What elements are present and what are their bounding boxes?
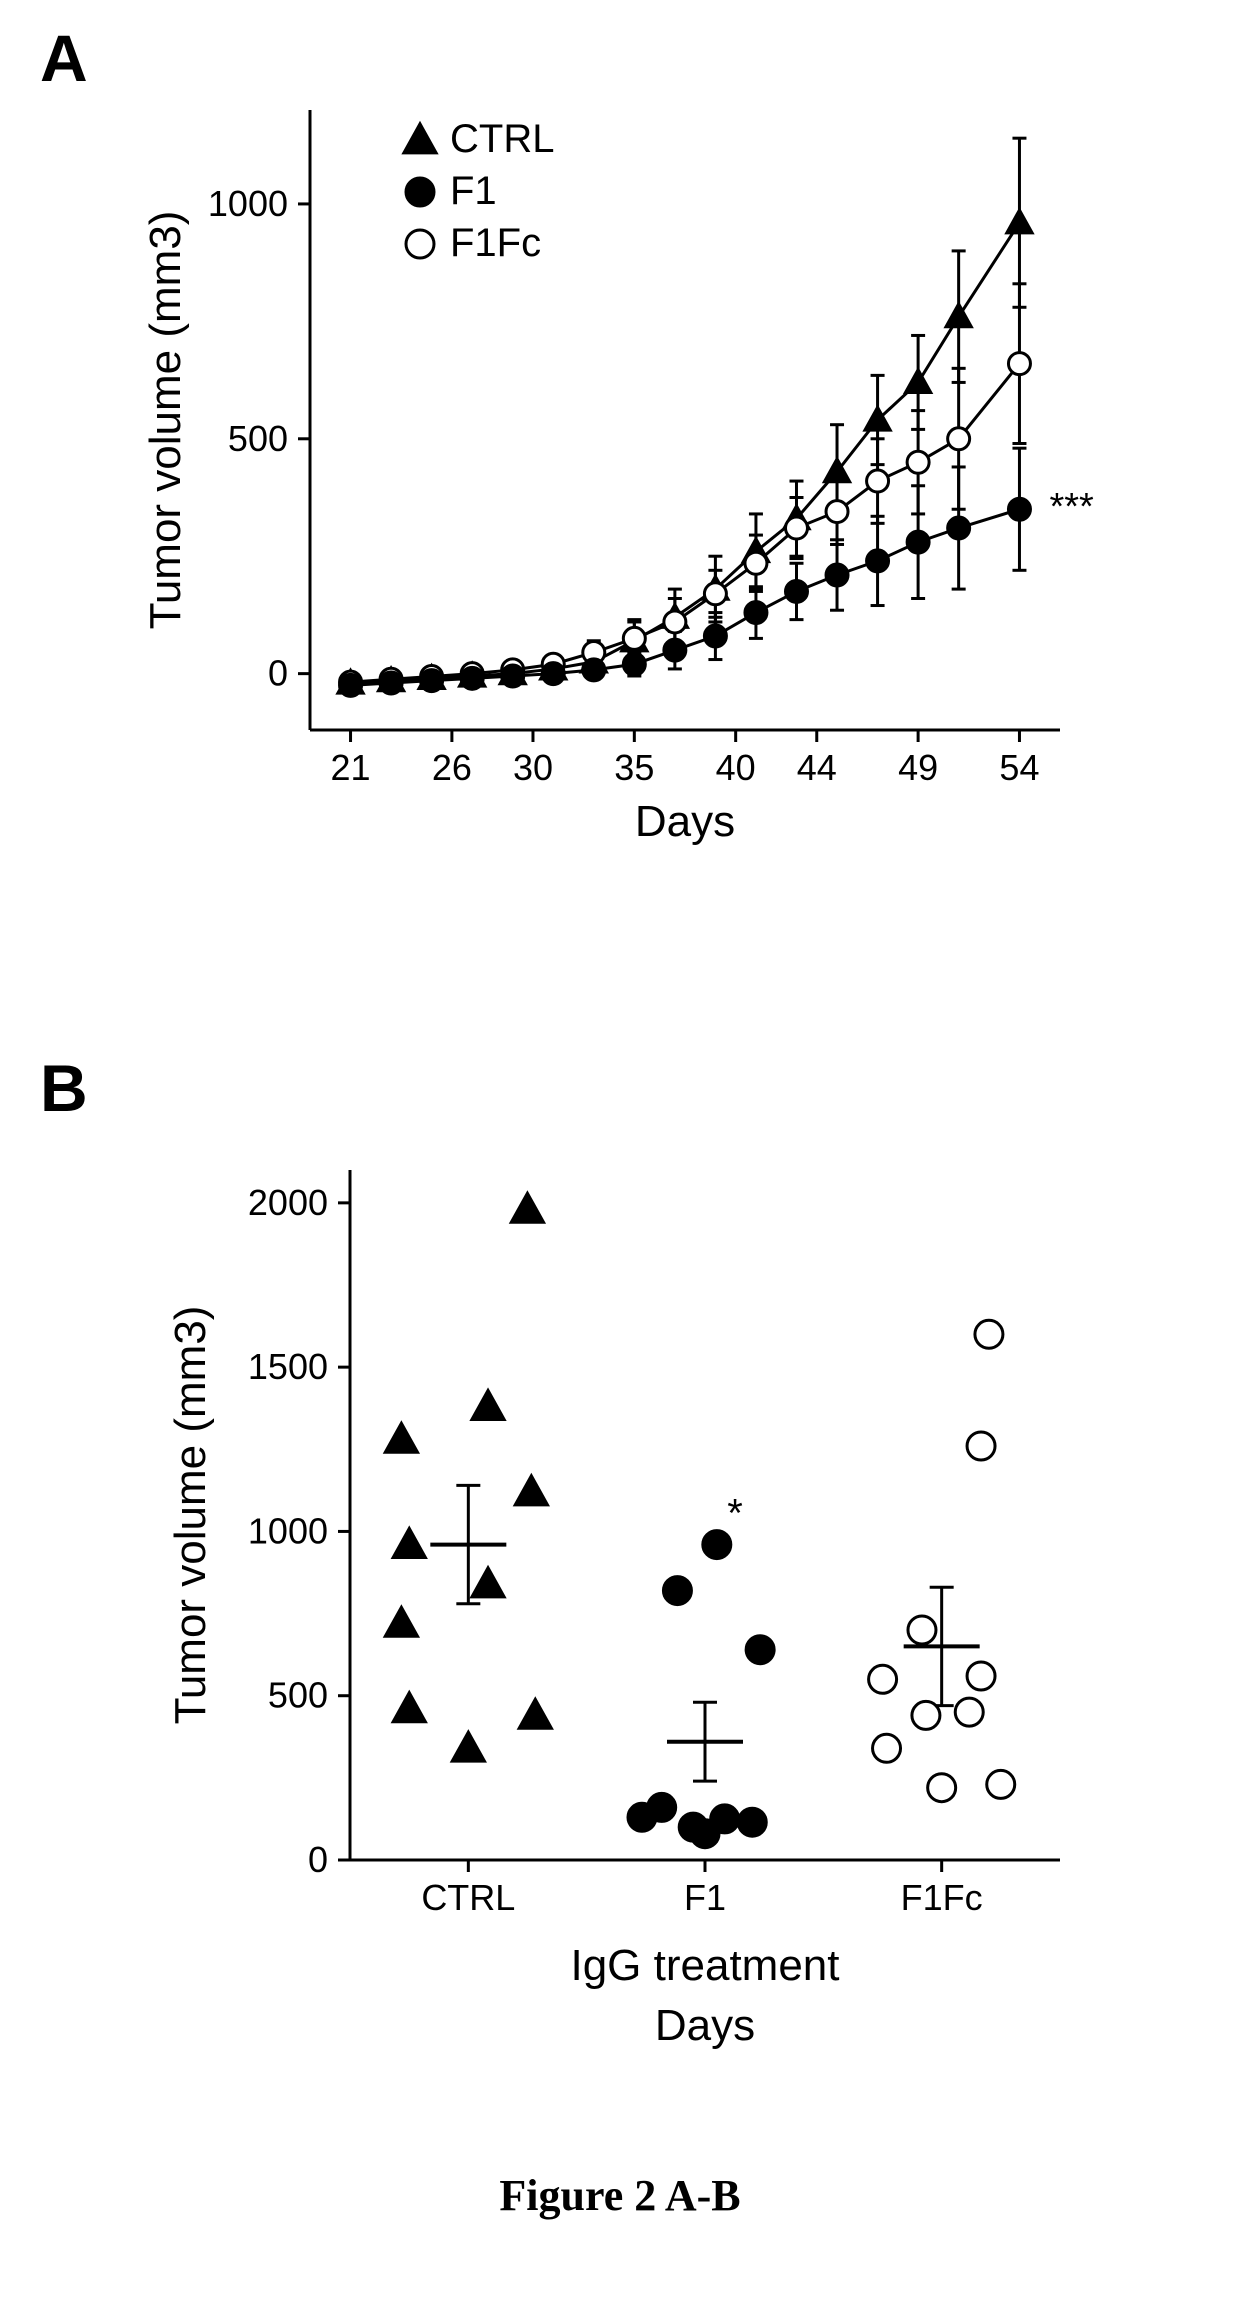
svg-text:*: * xyxy=(727,1492,743,1536)
svg-text:Days: Days xyxy=(635,797,735,846)
figure-caption: Figure 2 A-B xyxy=(0,2170,1240,2221)
svg-text:35: 35 xyxy=(614,747,654,788)
svg-text:54: 54 xyxy=(999,747,1039,788)
svg-text:44: 44 xyxy=(797,747,837,788)
svg-text:500: 500 xyxy=(228,418,288,459)
svg-text:F1Fc: F1Fc xyxy=(901,1877,983,1918)
figure-page: A 21 26 30 35 40 44 49 54 0 500 1000 Tumor volume (… xyxy=(0,0,1240,2302)
svg-text:1500: 1500 xyxy=(248,1346,328,1387)
svg-text:Days: Days xyxy=(655,2001,755,2050)
svg-text:500: 500 xyxy=(268,1675,328,1716)
panel-b-chart: 0 500 1000 1500 2000 CTRL F1 F1Fc Tumor volume (… xyxy=(160,1130,1100,2090)
svg-text:1000: 1000 xyxy=(248,1510,328,1551)
svg-text:IgG treatment: IgG treatment xyxy=(570,1941,839,1990)
svg-text:30: 30 xyxy=(513,747,553,788)
panel-b-label: B xyxy=(40,1050,90,1126)
svg-text:21: 21 xyxy=(331,747,371,788)
svg-text:40: 40 xyxy=(716,747,756,788)
svg-text:49: 49 xyxy=(898,747,938,788)
svg-text:0: 0 xyxy=(268,653,288,694)
svg-text:26: 26 xyxy=(432,747,472,788)
panel-a-chart: 21 26 30 35 40 44 49 54 0 500 1000 Tumor volume (mm… xyxy=(140,80,1120,860)
svg-text:F1Fc: F1Fc xyxy=(450,221,541,265)
svg-text:Tumor volume (mm3): Tumor volume (mm3) xyxy=(141,211,190,630)
panel-a-label: A xyxy=(40,20,90,96)
svg-text:F1: F1 xyxy=(684,1877,726,1918)
svg-text:2000: 2000 xyxy=(248,1182,328,1223)
svg-text:CTRL: CTRL xyxy=(421,1877,515,1918)
svg-text:Tumor volume (mm3): Tumor volume (mm3) xyxy=(166,1306,215,1725)
svg-text:1000: 1000 xyxy=(208,183,288,224)
svg-text:CTRL: CTRL xyxy=(450,117,554,161)
svg-text:***: *** xyxy=(1049,486,1094,528)
svg-text:F1: F1 xyxy=(450,169,497,213)
svg-text:0: 0 xyxy=(308,1839,328,1880)
